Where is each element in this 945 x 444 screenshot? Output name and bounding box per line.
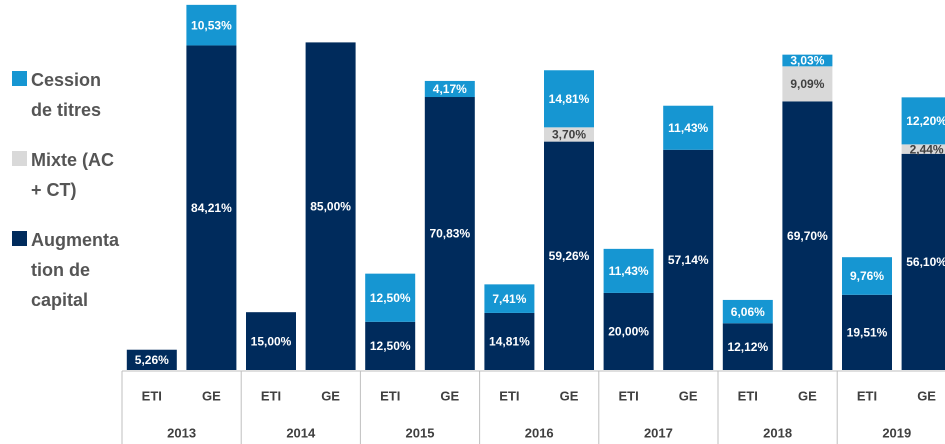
x-tick-label: GE bbox=[798, 388, 817, 403]
data-label: 12,12% bbox=[727, 340, 768, 354]
legend-swatch bbox=[12, 231, 27, 246]
legend-item: Mixte (AC + CT) bbox=[12, 145, 123, 205]
data-label: 12,50% bbox=[370, 291, 411, 305]
data-label: 12,50% bbox=[370, 339, 411, 353]
bar-segment bbox=[722, 323, 773, 370]
x-tick-label: ETI bbox=[261, 388, 281, 403]
bar-segment bbox=[663, 105, 714, 150]
data-label: 56,10% bbox=[906, 255, 945, 269]
data-label: 85,00% bbox=[310, 199, 351, 213]
x-tick-label: GE bbox=[917, 388, 936, 403]
legend-swatch bbox=[12, 151, 27, 166]
group-label: 2014 bbox=[286, 425, 316, 440]
data-label: 15,00% bbox=[251, 334, 292, 348]
bar-segment bbox=[186, 45, 237, 371]
x-tick-label: GE bbox=[440, 388, 459, 403]
group-label: 2013 bbox=[167, 425, 196, 440]
bar-segment bbox=[424, 80, 475, 98]
data-label: 59,26% bbox=[549, 249, 590, 263]
x-tick-label: ETI bbox=[380, 388, 400, 403]
bar-segment bbox=[603, 292, 654, 370]
data-label: 57,14% bbox=[668, 253, 709, 267]
bar-segment bbox=[901, 97, 945, 145]
x-tick-label: GE bbox=[560, 388, 579, 403]
legend-swatch bbox=[12, 71, 27, 86]
data-label: 2,44% bbox=[910, 142, 944, 156]
data-label: 11,43% bbox=[609, 264, 649, 278]
x-tick-label: ETI bbox=[857, 388, 877, 403]
bar-segment bbox=[424, 97, 475, 371]
bar-segment bbox=[365, 273, 416, 322]
legend-item: Cession de titres bbox=[12, 65, 123, 125]
x-tick-label: GE bbox=[202, 388, 221, 403]
legend-label: Cession de titres bbox=[31, 70, 102, 120]
bar-segment bbox=[544, 70, 594, 128]
data-label: 70,83% bbox=[429, 227, 470, 241]
data-label: 12,20% bbox=[906, 114, 945, 128]
bar-segment bbox=[782, 54, 833, 67]
data-label: 4,17% bbox=[433, 82, 467, 96]
data-label: 9,76% bbox=[850, 269, 884, 283]
data-label: 3,70% bbox=[552, 128, 586, 142]
data-label: 7,41% bbox=[492, 292, 526, 306]
data-label: 19,51% bbox=[847, 326, 888, 340]
bar-segment bbox=[603, 248, 654, 293]
bar-segment bbox=[484, 284, 535, 313]
bar-segment bbox=[186, 4, 237, 46]
bar-segment bbox=[544, 127, 594, 142]
bar-segment bbox=[305, 42, 356, 370]
bar-segment bbox=[782, 66, 833, 102]
bar-segment bbox=[782, 101, 833, 370]
bar-segment bbox=[842, 294, 892, 370]
data-label: 5,26% bbox=[135, 353, 169, 367]
bar-segment bbox=[126, 349, 177, 370]
legend-label: Augmentation de capital bbox=[31, 230, 120, 310]
data-label: 9,09% bbox=[790, 77, 824, 91]
data-label: 11,43% bbox=[668, 121, 708, 135]
bar-segment bbox=[365, 321, 416, 370]
group-label: 2015 bbox=[406, 425, 435, 440]
bar-segment bbox=[901, 153, 945, 370]
data-label: 84,21% bbox=[191, 201, 232, 215]
bar-segment bbox=[246, 312, 296, 370]
data-label: 14,81% bbox=[489, 335, 530, 349]
bar-segment bbox=[663, 149, 714, 370]
data-label: 6,06% bbox=[731, 305, 765, 319]
x-tick-label: GE bbox=[321, 388, 340, 403]
bar-segment bbox=[484, 312, 535, 370]
x-tick-label: ETI bbox=[499, 388, 519, 403]
x-tick-label: ETI bbox=[738, 388, 758, 403]
group-label: 2018 bbox=[763, 425, 792, 440]
group-label: 2019 bbox=[882, 425, 911, 440]
data-label: 69,70% bbox=[787, 229, 828, 243]
legend-label: Mixte (AC + CT) bbox=[31, 150, 115, 200]
bar-segment bbox=[901, 144, 945, 154]
data-label: 10,53% bbox=[191, 18, 232, 32]
bar-segment bbox=[544, 141, 594, 370]
data-label: 14,81% bbox=[549, 92, 590, 106]
data-label: 3,03% bbox=[790, 54, 824, 68]
x-tick-label: ETI bbox=[142, 388, 162, 403]
x-tick-label: GE bbox=[679, 388, 698, 403]
group-label: 2016 bbox=[525, 425, 554, 440]
bar-segment bbox=[842, 257, 892, 295]
x-tick-label: ETI bbox=[618, 388, 638, 403]
data-label: 20,00% bbox=[608, 325, 649, 339]
bar-segment bbox=[722, 299, 773, 324]
group-label: 2017 bbox=[644, 425, 673, 440]
legend-item: Augmentation de capital bbox=[12, 225, 123, 315]
